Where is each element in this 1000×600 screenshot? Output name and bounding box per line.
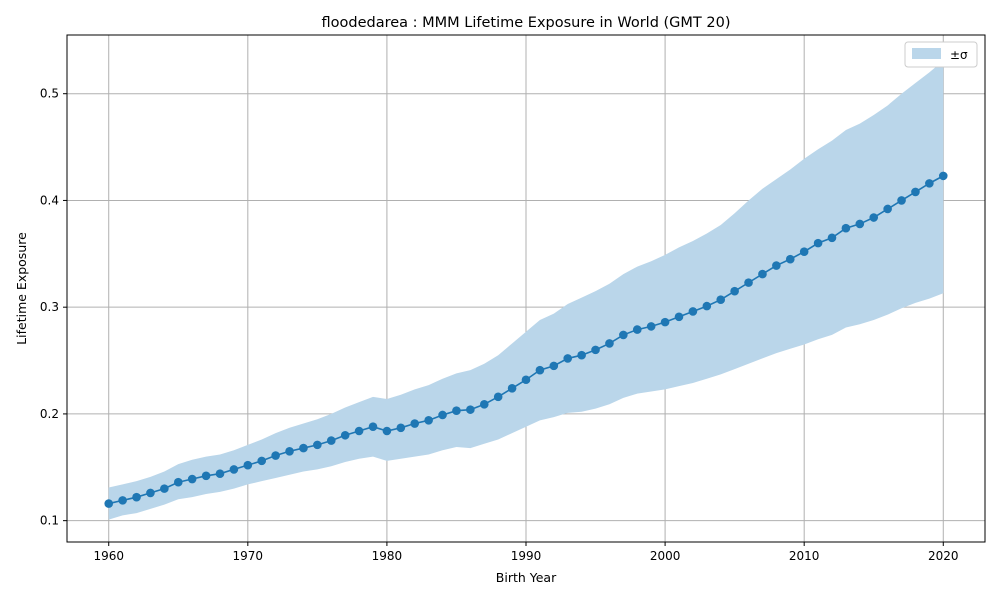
data-point	[368, 422, 378, 432]
y-tick-label: 0.5	[40, 87, 59, 101]
data-point	[187, 474, 197, 484]
data-point	[744, 278, 753, 287]
data-point	[716, 295, 726, 305]
data-point	[313, 440, 322, 450]
data-point	[869, 213, 879, 222]
data-point	[827, 233, 837, 243]
data-point	[619, 330, 628, 340]
data-point	[841, 223, 851, 233]
data-point	[855, 219, 865, 229]
data-point	[549, 361, 559, 371]
data-point	[925, 179, 934, 188]
data-point	[632, 325, 642, 334]
data-point	[160, 484, 169, 493]
legend-label: ±σ	[950, 48, 968, 62]
data-point	[285, 446, 294, 456]
data-point	[758, 269, 767, 279]
x-tick-label: 2000	[650, 549, 681, 563]
data-point	[396, 423, 406, 433]
data-point	[201, 471, 211, 481]
data-point	[479, 400, 489, 409]
data-point	[897, 196, 906, 205]
sigma-band	[108, 60, 944, 520]
data-point	[382, 426, 392, 436]
legend: ±σ	[904, 41, 978, 68]
data-point	[493, 392, 503, 402]
data-point	[591, 345, 600, 355]
x-axis-ticks: 1960 1970 1980 1990 2000 2010 2020	[93, 542, 959, 563]
x-axis-label: Birth Year	[496, 570, 557, 585]
data-point	[563, 354, 573, 363]
data-point	[354, 426, 364, 436]
x-tick-label: 1990	[511, 549, 542, 563]
data-point	[772, 261, 781, 270]
y-tick-label: 0.4	[40, 193, 59, 207]
y-axis-label: Lifetime Exposure	[14, 232, 29, 345]
data-point	[605, 339, 614, 348]
x-tick-label: 1970	[233, 549, 264, 563]
data-point	[452, 406, 461, 416]
data-point	[702, 301, 712, 311]
data-point	[799, 247, 809, 256]
data-point	[257, 456, 267, 466]
data-point	[813, 238, 823, 248]
y-tick-label: 0.2	[40, 407, 59, 421]
x-tick-label: 1980	[372, 549, 403, 563]
data-point	[243, 460, 253, 470]
data-point	[577, 350, 586, 360]
data-point	[132, 492, 141, 502]
data-point	[521, 375, 531, 385]
x-tick-label: 1960	[93, 549, 124, 563]
y-tick-label: 0.1	[40, 514, 59, 528]
x-tick-label: 2020	[928, 549, 959, 563]
data-point	[173, 477, 183, 487]
data-point	[466, 405, 475, 414]
data-point	[118, 496, 127, 505]
legend-swatch	[912, 48, 941, 59]
data-point	[340, 430, 350, 440]
x-tick-label: 2010	[789, 549, 820, 563]
data-point	[438, 410, 447, 420]
data-point	[424, 416, 433, 425]
data-point	[674, 312, 684, 322]
data-point	[883, 204, 892, 214]
data-point	[535, 365, 545, 375]
data-point	[911, 187, 920, 197]
y-axis-ticks: 0.1 0.2 0.3 0.4 0.5	[40, 87, 67, 528]
data-point	[507, 383, 517, 393]
data-point	[299, 443, 308, 453]
data-point	[410, 419, 420, 428]
data-point	[215, 469, 225, 478]
data-point	[229, 465, 239, 474]
data-point	[688, 307, 698, 316]
data-point	[785, 254, 795, 264]
data-point	[730, 286, 739, 296]
data-point	[938, 171, 948, 181]
series-mean	[104, 171, 948, 508]
y-tick-label: 0.3	[40, 300, 59, 314]
chart-title: floodedarea : MMM Lifetime Exposure in W…	[322, 15, 731, 31]
data-point	[326, 436, 336, 445]
data-point	[271, 451, 280, 460]
data-point	[660, 317, 670, 327]
data-point	[146, 488, 155, 498]
sigma-band-area	[108, 60, 944, 520]
data-point	[646, 322, 656, 331]
data-point	[104, 499, 114, 508]
